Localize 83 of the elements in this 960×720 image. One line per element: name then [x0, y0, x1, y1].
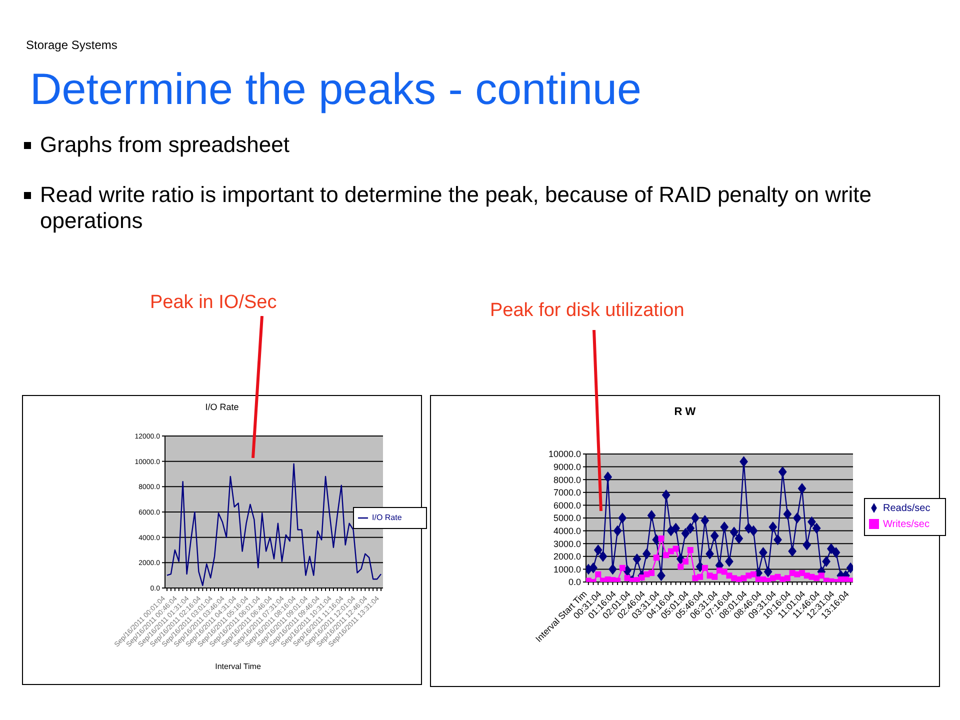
point [618, 512, 627, 524]
point [822, 556, 830, 568]
y-tick-label: 0.0 [568, 577, 581, 588]
point [750, 571, 756, 578]
point [672, 546, 679, 552]
text: Storage Systems [26, 38, 118, 52]
point [632, 553, 642, 564]
y-tick-label: 1000.0 [553, 564, 581, 574]
chart-title: R W [673, 406, 697, 418]
point [725, 556, 734, 568]
point [740, 456, 748, 468]
legend-label: Writes/sec [883, 519, 930, 530]
point [608, 564, 617, 575]
point [595, 571, 602, 578]
point [642, 548, 651, 560]
point [730, 526, 738, 538]
point [784, 575, 790, 582]
point [712, 574, 718, 580]
text: Peak in IO/Sec [150, 292, 277, 315]
point [774, 534, 782, 546]
y-tick-label: 5000.0 [553, 513, 581, 524]
y-tick-label: 6000.0 [553, 500, 581, 510]
point [604, 472, 612, 483]
x-axis-title: Interval Time [214, 662, 262, 671]
point [678, 564, 684, 570]
point [697, 574, 704, 580]
point [812, 522, 821, 534]
point [764, 566, 772, 578]
point [648, 570, 655, 576]
point [832, 547, 840, 558]
point [681, 528, 690, 539]
y-tick-label: 4000.0 [553, 526, 581, 536]
point [687, 547, 694, 553]
point [792, 512, 802, 524]
y-tick-label: 3000.0 [553, 538, 581, 549]
y-tick-label: 8000.0 [553, 474, 581, 485]
point [783, 508, 792, 520]
point [799, 570, 806, 576]
point [613, 525, 622, 536]
point [598, 550, 608, 562]
y-tick-label: 2000.0 [553, 552, 581, 562]
point [808, 516, 816, 528]
text: Peak for disk utilization [490, 300, 684, 323]
point [706, 548, 714, 560]
text: Graphs from spreadsheet [40, 132, 290, 158]
point [788, 546, 797, 557]
point [778, 466, 787, 478]
point [657, 570, 666, 582]
point [798, 483, 806, 494]
y-tick-label: 7000.0 [553, 488, 581, 498]
point [818, 572, 824, 579]
point [720, 521, 729, 532]
point [749, 525, 758, 536]
point [662, 489, 670, 500]
point [758, 547, 768, 558]
point [734, 532, 744, 544]
point [768, 521, 778, 532]
point [594, 544, 602, 556]
point [802, 539, 812, 550]
point [814, 575, 820, 582]
point [710, 530, 719, 542]
y-tick-label: 9000.0 [553, 462, 581, 472]
point [726, 572, 732, 579]
text: Determine the peaks - continue [30, 64, 642, 116]
point [700, 515, 710, 526]
legend-label: I/O Rate [372, 513, 402, 522]
point [686, 522, 695, 534]
point [647, 510, 656, 521]
point [672, 522, 680, 534]
point [826, 543, 836, 554]
point [682, 558, 689, 565]
point [589, 562, 598, 574]
point [668, 548, 674, 554]
point [658, 535, 664, 542]
point [702, 564, 708, 571]
point [619, 564, 626, 571]
chart-title: I/O Rate [204, 402, 240, 412]
point [691, 512, 700, 524]
point [653, 554, 660, 561]
text: Read write ratio is important to determine the peak, because of RAID penalty on write operations [40, 182, 873, 235]
point [663, 552, 670, 558]
legend-label: Reads/sec [883, 503, 930, 514]
y-tick-label: 10000.0 [548, 449, 581, 460]
